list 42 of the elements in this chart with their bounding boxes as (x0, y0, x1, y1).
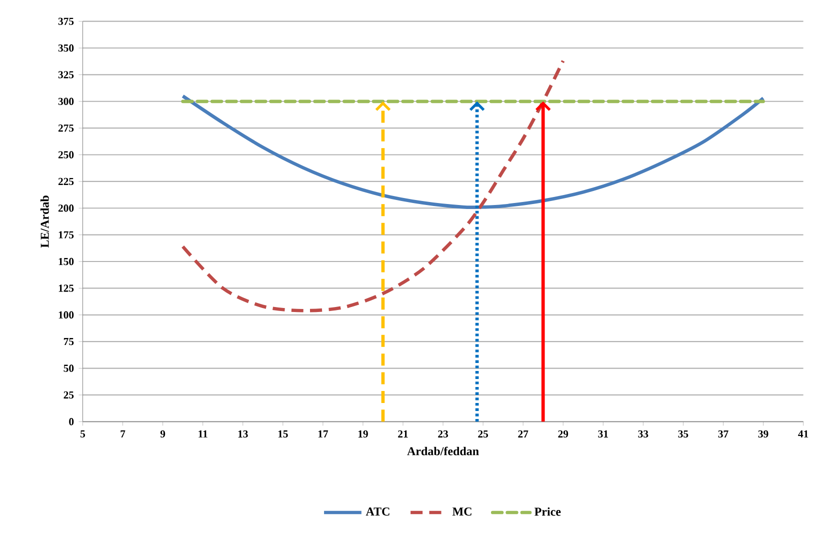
legend-label: MC (452, 507, 472, 516)
y-tick-label: 325 (58, 71, 74, 78)
x-axis-title: Ardab/feddan (407, 446, 479, 456)
x-tick-label: 15 (278, 430, 288, 438)
y-tick-label: 225 (58, 178, 74, 186)
x-tick-label: 5 (80, 430, 86, 438)
x-tick-label: 37 (718, 430, 728, 438)
x-tick-label: 27 (518, 430, 528, 438)
y-tick-label: 100 (58, 311, 74, 318)
line-series (181, 59, 565, 312)
y-tick-label: 275 (58, 124, 74, 132)
y-tick-label: 375 (58, 18, 74, 25)
x-tick-label: 9 (160, 430, 166, 438)
x-tick-label: 25 (478, 430, 488, 438)
y-tick-label: 200 (58, 204, 74, 212)
x-tick-label: 29 (558, 430, 568, 438)
y-axis-title: LE/Ardab (40, 196, 49, 248)
x-tick-label: 13 (238, 430, 248, 438)
y-tick-label: 350 (58, 44, 74, 52)
x-tick-label: 11 (198, 430, 208, 438)
legend-label: ATC (366, 507, 390, 516)
y-tick-label: 150 (58, 258, 74, 266)
y-tick-label: 175 (58, 231, 74, 238)
x-tick-label: 19 (358, 430, 368, 438)
y-tick-label: 25 (64, 391, 74, 399)
y-tick-label: 50 (64, 364, 74, 372)
y-tick-label: 300 (58, 98, 74, 105)
x-tick-label: 17 (318, 430, 328, 438)
y-tick-label: 250 (58, 151, 74, 158)
x-tick-label: 23 (438, 430, 448, 438)
y-tick-label: 75 (64, 338, 74, 346)
x-tick-label: 21 (398, 430, 408, 438)
x-tick-label: 7 (120, 430, 126, 438)
legend-label: Price (534, 507, 561, 516)
x-tick-label: 41 (798, 430, 808, 438)
y-tick-label: 0 (69, 418, 74, 426)
x-tick-label: 35 (678, 430, 688, 438)
x-tick-label: 39 (758, 430, 768, 438)
x-tick-label: 31 (598, 430, 608, 438)
x-tick-label: 33 (638, 430, 648, 438)
line-series (181, 94, 765, 209)
y-tick-label: 125 (58, 284, 74, 292)
